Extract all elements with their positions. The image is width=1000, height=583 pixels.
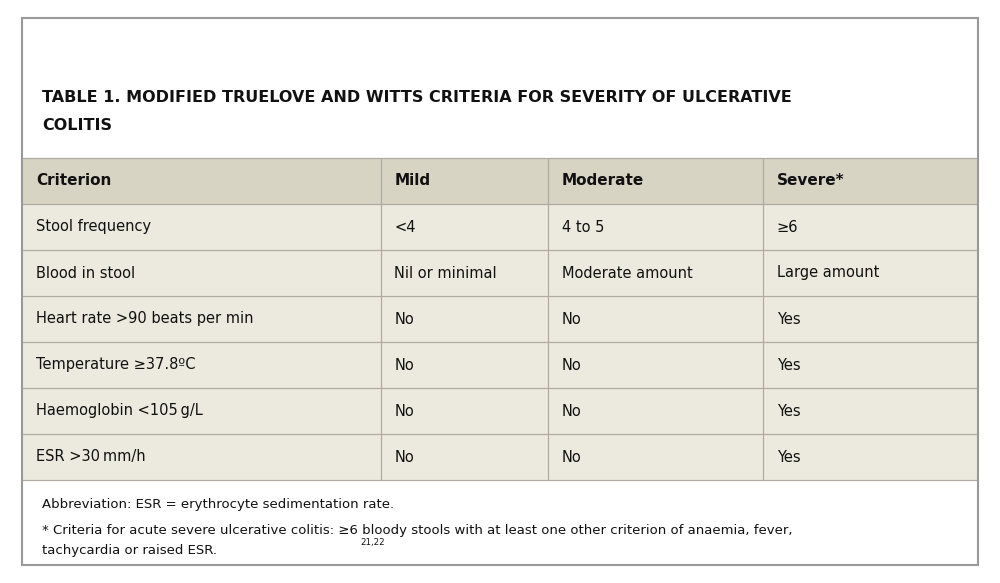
Text: Yes: Yes (777, 403, 801, 419)
Text: 21,22: 21,22 (360, 538, 385, 547)
Text: Yes: Yes (777, 357, 801, 373)
Bar (22, 148, 978, 158)
Text: ESR >30 mm/h: ESR >30 mm/h (36, 449, 146, 465)
Text: No: No (394, 311, 414, 326)
Text: TABLE 1. MODIFIED TRUELOVE AND WITTS CRITERIA FOR SEVERITY OF ULCERATIVE: TABLE 1. MODIFIED TRUELOVE AND WITTS CRI… (42, 90, 792, 105)
Text: ≥6: ≥6 (777, 220, 798, 234)
Bar (22, 342, 978, 388)
Text: tachycardia or raised ESR.: tachycardia or raised ESR. (42, 544, 217, 557)
Text: Severe*: Severe* (777, 174, 845, 188)
Bar (22, 296, 978, 342)
Bar (22, 250, 978, 296)
Text: Heart rate >90 beats per min: Heart rate >90 beats per min (36, 311, 254, 326)
Text: No: No (394, 449, 414, 465)
Text: Yes: Yes (777, 311, 801, 326)
Text: * Criteria for acute severe ulcerative colitis: ≥6 bloody stools with at least o: * Criteria for acute severe ulcerative c… (42, 524, 792, 537)
Text: <4: <4 (394, 220, 416, 234)
Bar (22, 480, 978, 565)
Text: Moderate amount: Moderate amount (562, 265, 693, 280)
Text: Haemoglobin <105 g/L: Haemoglobin <105 g/L (36, 403, 203, 419)
Text: COLITIS: COLITIS (42, 118, 112, 133)
Text: No: No (394, 403, 414, 419)
Text: Temperature ≥37.8ºC: Temperature ≥37.8ºC (36, 357, 196, 373)
Text: No: No (394, 357, 414, 373)
Text: Stool frequency: Stool frequency (36, 220, 151, 234)
Bar (22, 158, 978, 204)
Text: Yes: Yes (777, 449, 801, 465)
Text: Nil or minimal: Nil or minimal (394, 265, 497, 280)
Text: Mild: Mild (394, 174, 431, 188)
Text: 4 to 5: 4 to 5 (562, 220, 604, 234)
Text: Blood in stool: Blood in stool (36, 265, 135, 280)
Text: Large amount: Large amount (777, 265, 879, 280)
Bar (22, 70, 978, 148)
Bar (22, 434, 978, 480)
Text: No: No (562, 449, 582, 465)
Bar (22, 388, 978, 434)
Text: No: No (562, 403, 582, 419)
Text: Abbreviation: ESR = erythrocyte sedimentation rate.: Abbreviation: ESR = erythrocyte sediment… (42, 498, 394, 511)
Bar (22, 204, 978, 250)
Text: Criterion: Criterion (36, 174, 111, 188)
Text: No: No (562, 357, 582, 373)
Text: Moderate: Moderate (562, 174, 644, 188)
Text: No: No (562, 311, 582, 326)
